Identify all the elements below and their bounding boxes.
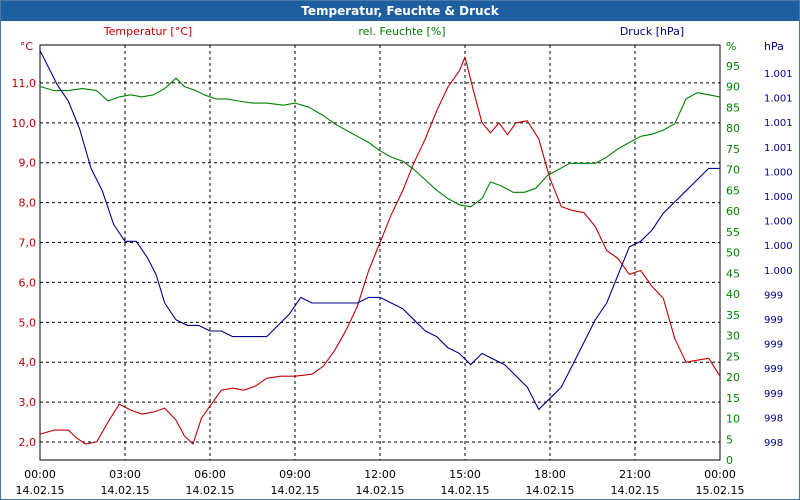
x-tick-time: 03:00	[109, 468, 141, 481]
humidity-unit: %	[726, 40, 736, 53]
x-tick-time: 09:00	[279, 468, 311, 481]
pressure-tick-label: 1.001	[764, 143, 793, 154]
temperature-tick-label: 2,0	[19, 436, 37, 449]
temperature-tick-label: 9,0	[19, 157, 37, 170]
pressure-tick-label: 998	[764, 413, 783, 424]
humidity-tick-label: 40	[726, 288, 740, 301]
x-tick-date: 15.02.15	[696, 484, 745, 497]
humidity-tick-label: 5	[726, 433, 733, 446]
x-tick-date: 14.02.15	[356, 484, 405, 497]
temperature-tick-label: 7,0	[19, 237, 37, 250]
x-tick-time: 00:00	[704, 468, 736, 481]
humidity-tick-label: 0	[726, 454, 733, 467]
temperature-tick-label: 10,0	[12, 117, 37, 130]
pressure-tick-label: 1.001	[764, 69, 793, 80]
x-tick-date: 14.02.15	[101, 484, 150, 497]
pressure-tick-label: 999	[764, 315, 783, 326]
x-tick-time: 06:00	[194, 468, 226, 481]
pressure-tick-label: 998	[764, 438, 783, 449]
plot-area-border	[39, 44, 721, 461]
pressure-tick-label: 1.000	[764, 217, 793, 228]
x-tick-date: 14.02.15	[441, 484, 490, 497]
humidity-tick-label: 15	[726, 392, 740, 405]
humidity-tick-label: 20	[726, 371, 740, 384]
pressure-tick-label: 999	[764, 290, 783, 301]
temperature-unit: °C	[20, 40, 34, 53]
x-tick-time: 00:00	[24, 468, 56, 481]
axis-layer: Temperatur [°C] rel. Feuchte [%] Druck […	[12, 25, 793, 497]
x-tick-time: 12:00	[364, 468, 396, 481]
humidity-tick-label: 70	[726, 164, 740, 177]
x-tick-time: 18:00	[534, 468, 566, 481]
x-tick-date: 14.02.15	[611, 484, 660, 497]
humidity-axis-title: rel. Feuchte [%]	[358, 25, 445, 38]
grid-lines	[40, 45, 720, 460]
pressure-tick-label: 1.000	[764, 167, 793, 178]
series-layer	[39, 50, 721, 445]
pressure-tick-label: 1.000	[764, 266, 793, 277]
humidity-tick-label: 80	[726, 122, 740, 135]
pressure-unit: hPa	[764, 40, 784, 53]
pressure-line	[39, 50, 720, 411]
pressure-tick-label: 999	[764, 340, 783, 351]
humidity-tick-label: 75	[726, 143, 740, 156]
pressure-tick-label: 1.001	[764, 94, 793, 105]
x-tick-time: 21:00	[619, 468, 651, 481]
temperature-line	[39, 56, 721, 445]
humidity-line	[39, 77, 721, 208]
temperature-tick-label: 11,0	[12, 77, 37, 90]
humidity-tick-label: 90	[726, 81, 740, 94]
temperature-tick-label: 3,0	[19, 396, 37, 409]
x-tick-date: 14.02.15	[16, 484, 65, 497]
temperature-tick-label: 5,0	[19, 316, 37, 329]
humidity-tick-label: 25	[726, 350, 740, 363]
temperature-tick-label: 4,0	[19, 356, 37, 369]
humidity-tick-label: 45	[726, 267, 740, 280]
pressure-axis-title: Druck [hPa]	[620, 25, 684, 38]
pressure-tick-label: 1.001	[764, 118, 793, 129]
humidity-tick-label: 50	[726, 247, 740, 260]
humidity-tick-label: 55	[726, 226, 740, 239]
x-tick-time: 15:00	[449, 468, 481, 481]
temperature-axis-title: Temperatur [°C]	[103, 25, 192, 38]
chart-title: Temperatur, Feuchte & Druck	[1, 1, 799, 21]
humidity-tick-label: 10	[726, 413, 740, 426]
temperature-tick-label: 8,0	[19, 197, 37, 210]
pressure-tick-label: 999	[764, 364, 783, 375]
pressure-tick-label: 1.000	[764, 241, 793, 252]
humidity-tick-label: 95	[726, 60, 740, 73]
humidity-tick-label: 65	[726, 184, 740, 197]
x-tick-date: 14.02.15	[526, 484, 575, 497]
humidity-tick-label: 35	[726, 309, 740, 322]
humidity-tick-label: 60	[726, 205, 740, 218]
humidity-tick-label: 30	[726, 330, 740, 343]
pressure-tick-label: 999	[764, 389, 783, 400]
x-tick-date: 14.02.15	[186, 484, 235, 497]
temperature-tick-label: 6,0	[19, 276, 37, 289]
pressure-tick-label: 1.000	[764, 192, 793, 203]
humidity-tick-label: 85	[726, 101, 740, 114]
x-tick-date: 14.02.15	[271, 484, 320, 497]
